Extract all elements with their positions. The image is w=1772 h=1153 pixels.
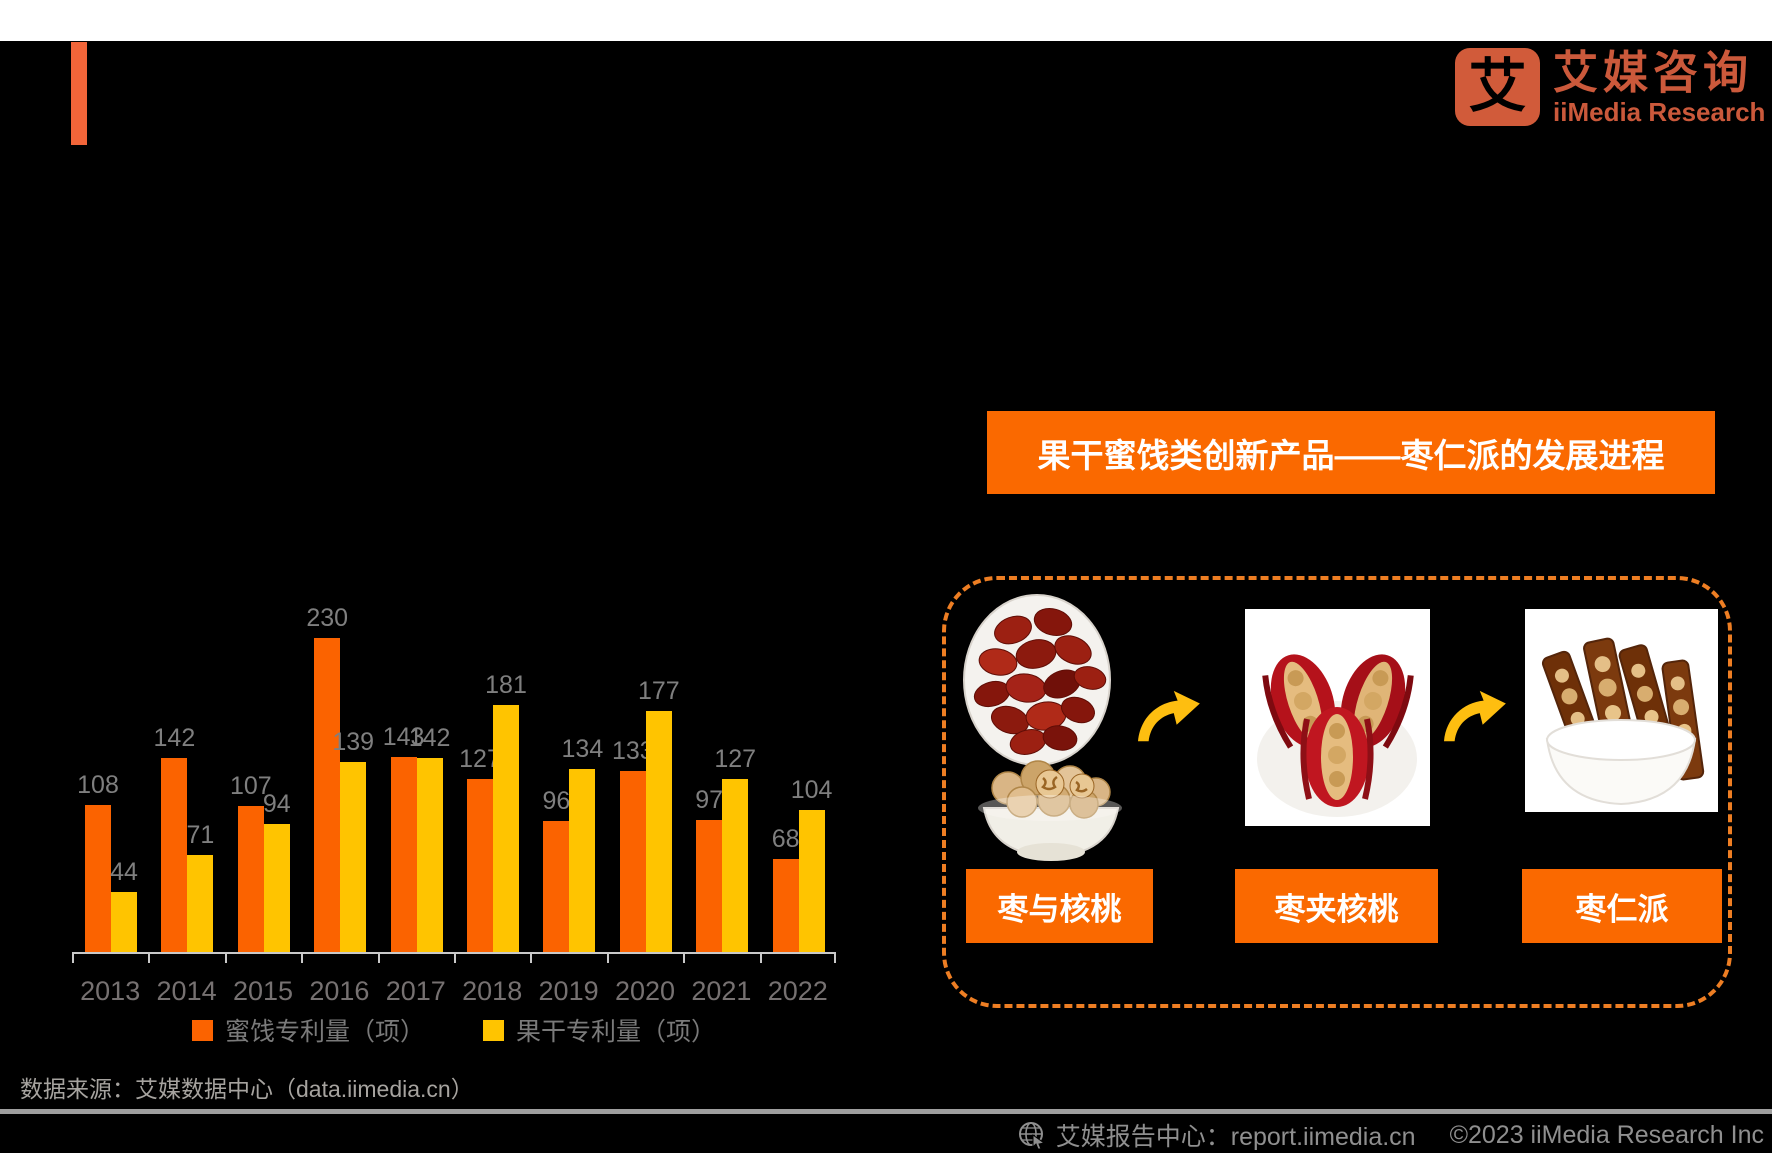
bar-value-label: 134 bbox=[561, 735, 604, 763]
bar-value-label: 94 bbox=[262, 790, 291, 818]
bar-value-label: 44 bbox=[110, 858, 138, 886]
bar-series0-2014 bbox=[161, 758, 188, 952]
axis-tick bbox=[530, 954, 533, 963]
step-label-date-pie: 枣仁派 bbox=[1522, 869, 1722, 943]
bar-value-label: 108 bbox=[77, 771, 119, 799]
step-label-dates-and-walnuts: 枣与核桃 bbox=[966, 869, 1153, 943]
bar-series1-2022 bbox=[798, 810, 825, 952]
legend-swatch-yellow bbox=[483, 1019, 504, 1041]
red-dates-and-walnuts-image bbox=[963, 594, 1122, 861]
bar-series0-2021 bbox=[696, 820, 723, 952]
bar-value-label: 96 bbox=[542, 787, 571, 815]
bar-group-2014: 142 71 2014 bbox=[148, 611, 224, 1006]
x-axis-label: 2018 bbox=[462, 976, 523, 1006]
x-axis-label: 2014 bbox=[156, 976, 217, 1006]
brand-name-en: iiMedia Research bbox=[1553, 96, 1766, 127]
arrow-right-icon bbox=[1138, 690, 1200, 742]
axis-tick bbox=[834, 954, 836, 963]
bar-series0-2018 bbox=[467, 779, 493, 952]
axis-tick bbox=[72, 954, 74, 963]
bar-group-2020: 133 177 2020 bbox=[606, 611, 683, 1006]
bar-series1-2020 bbox=[645, 711, 672, 952]
axis-tick bbox=[301, 954, 304, 963]
bar-value-label: 177 bbox=[637, 677, 680, 705]
bar-value-label: 97 bbox=[695, 786, 724, 814]
axis-tick bbox=[377, 954, 380, 963]
bar-group-2017: 143 142 2017 bbox=[377, 611, 454, 1006]
bar-value-label: 139 bbox=[332, 728, 375, 756]
bar-series1-2014 bbox=[187, 855, 214, 952]
bar-value-label: 127 bbox=[714, 745, 757, 773]
x-axis-label: 2013 bbox=[80, 976, 141, 1006]
axis-tick bbox=[683, 954, 686, 963]
x-axis-label: 2019 bbox=[538, 976, 599, 1006]
x-axis-label: 2020 bbox=[614, 976, 676, 1006]
footer-divider bbox=[0, 1109, 1772, 1114]
axis-tick bbox=[224, 954, 227, 963]
bar-value-label: 143 bbox=[382, 723, 425, 751]
date-walnut-pie-image bbox=[1525, 609, 1718, 812]
logo-ai-icon: 艾 bbox=[1455, 48, 1540, 126]
bar-value-label: 142 bbox=[153, 724, 196, 752]
bar-group-2015: 107 94 2015 bbox=[224, 611, 301, 1006]
axis-tick bbox=[606, 954, 609, 963]
product-evolution-panel: 枣与核桃 枣夹核桃 枣仁派 bbox=[942, 576, 1732, 1008]
footer-copyright: ©2023 iiMedia Research Inc bbox=[1449, 1120, 1764, 1149]
bar-series0-2022 bbox=[772, 859, 799, 952]
bar-group-2018: 127 181 2018 bbox=[454, 611, 530, 1006]
bar-value-label: 181 bbox=[485, 671, 527, 699]
x-axis-label: 2016 bbox=[309, 976, 370, 1006]
right-panel-title: 果干蜜饯类创新产品——枣仁派的发展进程 bbox=[987, 411, 1715, 494]
bar-series1-2016 bbox=[340, 762, 367, 952]
x-axis-label: 2021 bbox=[691, 976, 752, 1006]
legend-label: 蜜饯专利量（项） bbox=[224, 1018, 425, 1046]
footer-report-center: 艾媒报告中心：report.iimedia.cn bbox=[1055, 1123, 1416, 1151]
x-axis-label: 2017 bbox=[385, 976, 446, 1006]
footer: 艾媒报告中心：report.iimedia.cn ©2023 iiMedia R… bbox=[1018, 1117, 1764, 1153]
bar-group-2016: 230 139 2016 bbox=[301, 604, 377, 1006]
axis-tick bbox=[454, 954, 456, 963]
bar-series1-2021 bbox=[722, 779, 749, 952]
legend-label: 果干专利量（项） bbox=[516, 1018, 717, 1046]
legend-item-mijian: 蜜饯专利量（项） bbox=[191, 1012, 425, 1048]
bar-group-2022: 68 104 2022 bbox=[759, 611, 836, 1006]
bar-series1-2013 bbox=[111, 892, 137, 952]
bar-series0-2013 bbox=[85, 805, 111, 952]
data-source-note: 数据来源：艾媒数据中心（data.iimedia.cn） bbox=[20, 1076, 474, 1102]
bar-series0-2019 bbox=[543, 821, 570, 952]
bar-series0-2017 bbox=[390, 757, 417, 952]
legend-swatch-orange bbox=[191, 1019, 213, 1041]
chart-legend: 蜜饯专利量（项） 果干专利量（项） bbox=[72, 1012, 836, 1048]
bar-chart-plot: 108 44 2013 142 71 2014 107 94 2015 230 139 2016 143… bbox=[72, 604, 836, 1006]
bar-value-label: 71 bbox=[186, 821, 215, 849]
bar-series0-2016 bbox=[314, 638, 341, 952]
axis-tick bbox=[759, 954, 762, 963]
bar-value-label: 142 bbox=[408, 724, 451, 752]
brand-name-cn: 艾媒咨询 bbox=[1553, 47, 1754, 98]
arrow-right-icon bbox=[1444, 690, 1506, 742]
bar-group-2019: 96 134 2019 bbox=[530, 611, 606, 1006]
bar-group-2021: 97 127 2021 bbox=[683, 611, 759, 1006]
accent-bar bbox=[71, 42, 87, 145]
iimedia-logo: 艾 艾媒咨询 iiMedia Research bbox=[1455, 48, 1765, 127]
bar-series1-2019 bbox=[569, 769, 596, 952]
bar-series1-2015 bbox=[263, 824, 290, 952]
x-axis-label: 2015 bbox=[232, 976, 294, 1006]
bar-series1-2017 bbox=[416, 758, 443, 952]
legend-item-guogan: 果干专利量（项） bbox=[483, 1012, 716, 1048]
bar-series1-2018 bbox=[493, 705, 519, 952]
bar-series0-2020 bbox=[619, 771, 646, 952]
top-white-strip bbox=[0, 0, 1772, 41]
bar-group-2013: 108 44 2013 bbox=[72, 611, 148, 1006]
walnut-stuffed-dates-image bbox=[1245, 609, 1430, 826]
bar-value-label: 230 bbox=[306, 604, 349, 632]
bar-value-label: 104 bbox=[790, 776, 833, 804]
bar-value-label: 68 bbox=[771, 825, 800, 853]
x-axis-label: 2022 bbox=[767, 976, 828, 1006]
globe-cursor-icon bbox=[1018, 1122, 1045, 1149]
bar-series0-2015 bbox=[237, 806, 264, 952]
step-label-stuffed-dates: 枣夹核桃 bbox=[1235, 869, 1438, 943]
axis-tick bbox=[148, 954, 151, 963]
bar-value-label: 107 bbox=[229, 772, 272, 800]
